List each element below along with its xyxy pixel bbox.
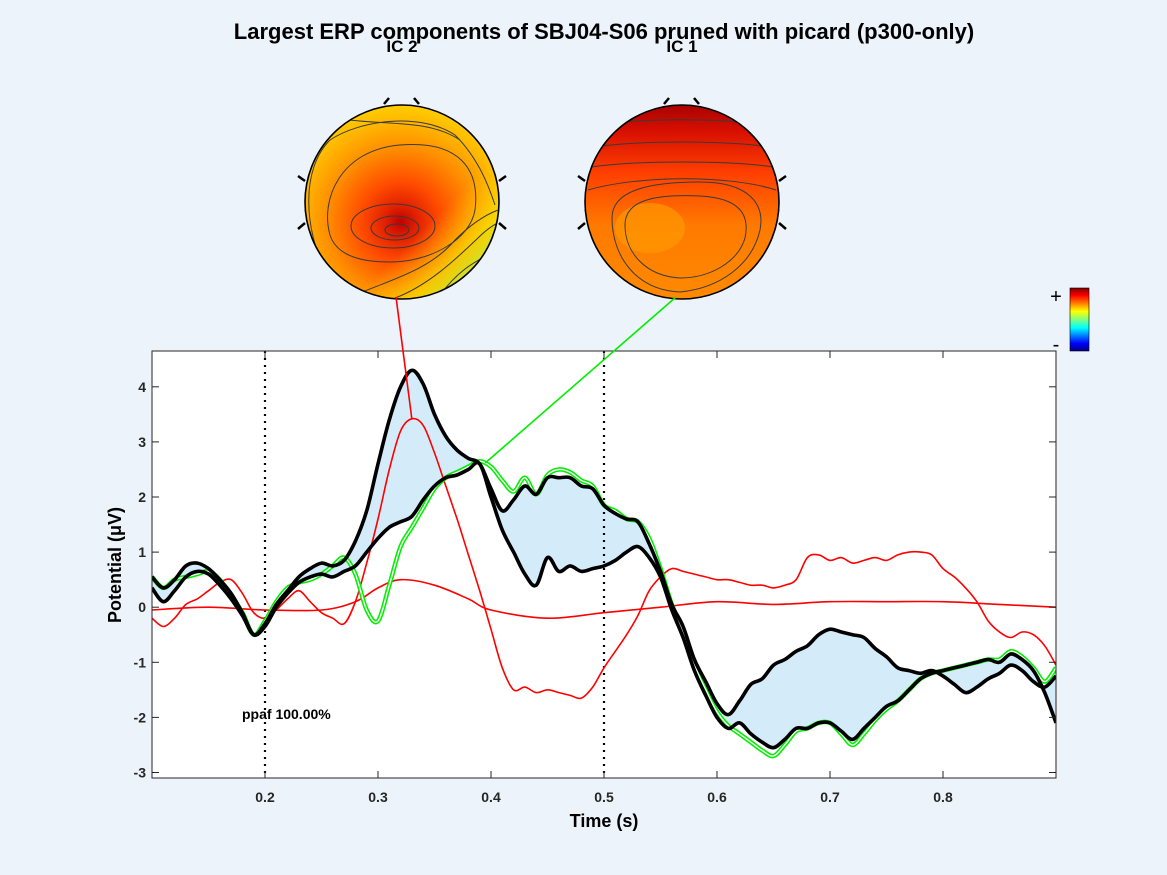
right-ear-icon — [778, 174, 787, 230]
x-tick-label: 0.8 — [933, 789, 953, 805]
nose-icon — [663, 97, 700, 105]
topomap-ic1-label: IC 1 — [666, 37, 697, 56]
x-tick-label: 0.7 — [820, 789, 840, 805]
x-axis-label: Time (s) — [570, 811, 639, 831]
topomap-ic1: IC 1 — [577, 37, 787, 300]
colorbar-plus-label: + — [1050, 286, 1062, 308]
ppaf-annotation: ppaf 100.00% — [242, 706, 331, 722]
connector-layer — [395, 296, 677, 464]
topomap-ic2-label: IC 2 — [386, 37, 417, 56]
y-tick-label: 0 — [138, 599, 146, 615]
topomap-ic1-contours — [585, 119, 779, 293]
marker-layer — [263, 351, 606, 778]
x-tick-label: 0.3 — [368, 789, 388, 805]
topomap-ic2-scalp — [305, 105, 499, 299]
topomap-ic2-contours — [308, 119, 499, 299]
right-ear-icon — [498, 174, 507, 230]
x-tick-label: 0.2 — [255, 789, 275, 805]
tick-layer: 0.2 0.3 0.4 0.5 0.6 0.7 0.8 4 3 2 1 0 -1 -2 -3 — [134, 351, 1056, 805]
series-line-other — [152, 578, 1056, 620]
colorbar-minus-label: - — [1053, 334, 1060, 356]
x-tick-label: 0.4 — [481, 789, 501, 805]
y-tick-label: 3 — [138, 434, 146, 450]
left-ear-icon — [577, 174, 586, 230]
series-line-envelope-lower — [152, 460, 1056, 750]
series-line-ic-2 — [152, 417, 1056, 700]
colorbar: + - — [1050, 286, 1090, 356]
y-tick-label: -3 — [134, 764, 147, 780]
topomap-connector-line — [395, 296, 413, 420]
series-layer — [152, 368, 1056, 759]
series-line-envelope-upper — [152, 368, 1056, 717]
x-tick-label: 0.6 — [707, 789, 727, 805]
y-tick-label: -1 — [134, 654, 147, 670]
y-axis-label: Potential (μV) — [105, 507, 125, 623]
y-tick-label: 1 — [138, 544, 146, 560]
topomap-ic1-scalp — [585, 105, 779, 299]
left-ear-icon — [297, 174, 306, 230]
chart-title: Largest ERP components of SBJ04-S06 prun… — [234, 19, 974, 44]
y-tick-label: 2 — [138, 489, 146, 505]
plot-area: 0.2 0.3 0.4 0.5 0.6 0.7 0.8 4 3 2 1 0 -1 -2 -3 ppaf 10… — [134, 350, 1057, 805]
nose-icon — [383, 97, 420, 105]
x-tick-label: 0.5 — [594, 789, 614, 805]
y-tick-label: 4 — [138, 379, 146, 395]
topomap-connector-line — [484, 296, 677, 464]
topomap-ic2: IC 2 — [297, 37, 507, 300]
y-tick-label: -2 — [134, 709, 147, 725]
